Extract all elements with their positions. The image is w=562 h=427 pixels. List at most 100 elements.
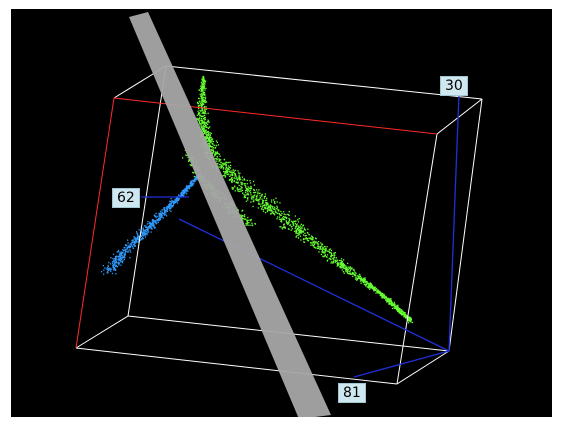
- blue-point: [190, 181, 192, 183]
- green-point: [322, 251, 324, 253]
- green-point: [204, 126, 206, 128]
- green-point: [283, 223, 285, 225]
- blue-point: [138, 237, 140, 239]
- green-point: [200, 81, 203, 83]
- green-point: [362, 279, 364, 281]
- green-point: [253, 189, 255, 191]
- green-point: [202, 98, 204, 100]
- green-point: [224, 176, 226, 178]
- green-point: [304, 238, 306, 240]
- green-point: [322, 247, 324, 250]
- blue-point: [115, 257, 117, 259]
- green-point: [216, 156, 218, 158]
- green-point: [255, 197, 257, 199]
- green-point: [364, 279, 366, 281]
- blue-point: [110, 268, 113, 270]
- green-point: [235, 182, 237, 184]
- green-point: [245, 185, 247, 187]
- green-point: [408, 319, 410, 321]
- green-point: [205, 87, 207, 90]
- green-point: [341, 265, 344, 267]
- blue-point: [167, 208, 169, 210]
- blue-point: [163, 214, 166, 216]
- green-point: [281, 212, 283, 214]
- green-point: [339, 263, 341, 265]
- green-point: [322, 252, 324, 254]
- green-point: [274, 208, 276, 210]
- green-point: [243, 183, 245, 185]
- blue-point: [142, 227, 144, 229]
- green-point: [202, 87, 204, 89]
- green-point: [225, 171, 227, 173]
- green-point: [356, 279, 358, 281]
- green-point: [261, 195, 263, 197]
- green-point: [390, 299, 392, 301]
- green-point: [334, 261, 336, 263]
- green-point: [393, 304, 396, 307]
- green-point: [310, 244, 312, 246]
- green-point: [295, 236, 297, 238]
- blue-point: [188, 188, 191, 190]
- green-point: [252, 200, 254, 203]
- green-point: [201, 108, 203, 110]
- green-point: [202, 122, 204, 124]
- blue-point: [174, 201, 176, 203]
- blue-point: [114, 258, 117, 260]
- green-point: [198, 97, 200, 99]
- green-point: [351, 273, 353, 276]
- green-point: [241, 176, 244, 178]
- green-point: [204, 106, 206, 108]
- green-point: [199, 114, 201, 116]
- blue-point: [169, 207, 171, 209]
- green-point: [240, 178, 242, 181]
- box-edge: [127, 65, 167, 317]
- green-point: [249, 187, 251, 190]
- green-point: [200, 88, 202, 91]
- green-point: [330, 250, 333, 252]
- green-point: [248, 222, 250, 224]
- green-point: [347, 268, 350, 270]
- green-point: [203, 100, 205, 102]
- blue-point: [180, 191, 182, 194]
- blue-point: [108, 261, 110, 264]
- green-point: [237, 170, 239, 172]
- green-point: [244, 216, 246, 218]
- blue-point: [157, 220, 159, 222]
- green-point: [234, 190, 236, 192]
- blue-point: [112, 253, 115, 255]
- green-point: [361, 277, 363, 279]
- green-point: [331, 254, 334, 256]
- green-point: [237, 178, 239, 180]
- green-point: [353, 270, 355, 272]
- green-point: [203, 103, 205, 105]
- green-point: [404, 316, 406, 318]
- green-point: [242, 209, 244, 211]
- blue-point: [184, 188, 186, 190]
- green-point: [265, 204, 267, 206]
- blue-point: [173, 202, 175, 204]
- green-point: [264, 208, 266, 210]
- green-point: [218, 160, 220, 162]
- blue-point: [129, 249, 131, 251]
- green-point: [273, 201, 276, 204]
- 3d-viewport[interactable]: 30 62 81: [11, 9, 552, 417]
- green-point: [219, 155, 221, 157]
- blue-point: [127, 242, 129, 244]
- green-point: [321, 251, 324, 254]
- green-point: [329, 257, 331, 259]
- blue-point: [157, 218, 159, 220]
- green-point: [227, 167, 229, 169]
- blue-point: [120, 264, 122, 266]
- blue-point: [168, 206, 170, 209]
- axis-label-left: 62: [112, 188, 140, 208]
- green-point: [310, 238, 312, 240]
- blue-point: [131, 239, 133, 242]
- blue-point: [184, 189, 187, 191]
- blue-point: [114, 257, 116, 260]
- green-point: [222, 163, 224, 165]
- green-point: [247, 193, 249, 196]
- green-point: [249, 224, 251, 226]
- green-point: [311, 237, 313, 239]
- green-point: [263, 197, 265, 199]
- green-point: [276, 208, 278, 210]
